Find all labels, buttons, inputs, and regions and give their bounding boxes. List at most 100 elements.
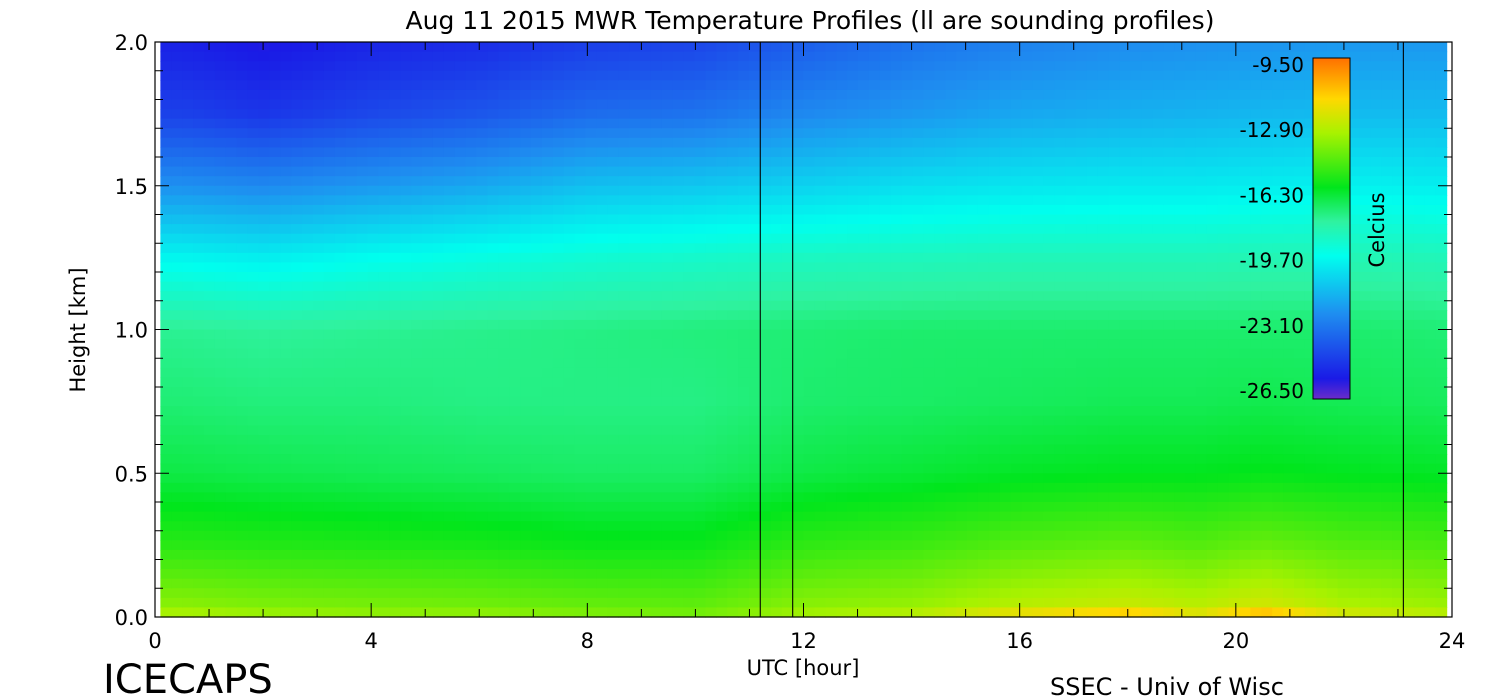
heatmap-cell [672, 569, 685, 580]
heatmap-cell [640, 406, 652, 417]
heatmap-cell [738, 415, 750, 426]
heatmap-cell [269, 358, 281, 369]
heatmap-cell [1021, 406, 1033, 417]
heatmap-cell [650, 482, 663, 494]
heatmap-cell [160, 310, 172, 321]
heatmap-cell [803, 147, 815, 158]
heatmap-cell [945, 252, 957, 264]
heatmap-cell [334, 463, 347, 474]
heatmap-cell [912, 454, 924, 465]
heatmap-cell [400, 358, 412, 369]
heatmap-cell [160, 195, 172, 206]
heatmap-cell [705, 157, 717, 168]
heatmap-cell [323, 406, 336, 417]
heatmap-cell [770, 42, 783, 53]
heatmap-cell [313, 339, 325, 350]
heatmap-cell [694, 262, 706, 273]
heatmap-cell [247, 473, 260, 484]
heatmap-cell [302, 109, 314, 120]
heatmap-cell [999, 109, 1012, 120]
heatmap-cell [988, 406, 1001, 417]
heatmap-cell [214, 109, 227, 120]
heatmap-cell [214, 425, 227, 436]
heatmap-cell [901, 588, 914, 599]
heatmap-cell [956, 214, 968, 225]
heatmap-cell [629, 559, 641, 570]
heatmap-cell [999, 291, 1012, 302]
heatmap-cell [825, 281, 837, 292]
heatmap-cell [803, 224, 815, 235]
heatmap-cell [868, 176, 881, 187]
heatmap-cell [422, 396, 434, 407]
heatmap-cell [509, 329, 521, 340]
heatmap-cell [193, 348, 205, 359]
heatmap-cell [563, 406, 576, 417]
heatmap-cell [999, 358, 1012, 369]
heatmap-cell [705, 195, 717, 206]
heatmap-cell [378, 530, 390, 541]
heatmap-cell [400, 482, 412, 494]
heatmap-cell [759, 262, 772, 273]
heatmap-cell [563, 157, 576, 168]
heatmap-cell [182, 195, 194, 206]
heatmap-cell [280, 243, 292, 254]
heatmap-cell [422, 176, 434, 187]
heatmap-cell [967, 243, 979, 254]
heatmap-cell [269, 387, 281, 398]
heatmap-cell [858, 367, 870, 379]
heatmap-cell [825, 569, 837, 580]
heatmap-cell [672, 128, 685, 139]
heatmap-cell [345, 185, 358, 196]
heatmap-cell [858, 387, 870, 398]
heatmap-cell [400, 185, 412, 196]
heatmap-cell [967, 195, 979, 206]
heatmap-cell [999, 463, 1012, 474]
heatmap-cell [302, 118, 314, 129]
heatmap-cell [759, 492, 772, 503]
heatmap-cell [836, 502, 848, 513]
heatmap-cell [694, 300, 706, 311]
heatmap-cell [541, 406, 554, 417]
heatmap-cell [1032, 204, 1044, 216]
heatmap-cell [1054, 511, 1066, 522]
heatmap-cell [225, 128, 238, 139]
heatmap-cell [988, 530, 1001, 541]
heatmap-cell [269, 348, 281, 359]
heatmap-cell [596, 310, 608, 321]
heatmap-cell [847, 540, 859, 551]
heatmap-cell [607, 588, 619, 599]
heatmap-cell [738, 473, 750, 484]
heatmap-cell [509, 530, 521, 541]
heatmap-cell [498, 387, 510, 398]
heatmap-cell [792, 166, 805, 177]
heatmap-cell [247, 61, 260, 72]
heatmap-cell [836, 607, 848, 618]
heatmap-cell [727, 166, 739, 177]
heatmap-cell [705, 137, 717, 149]
heatmap-cell [814, 147, 826, 158]
heatmap-cell [607, 300, 619, 311]
heatmap-cell [541, 329, 554, 340]
heatmap-cell [661, 530, 674, 541]
heatmap-cell [214, 310, 227, 321]
heatmap-cell [345, 272, 358, 283]
heatmap-cell [258, 109, 270, 120]
heatmap-cell [836, 406, 848, 417]
heatmap-cell [367, 597, 379, 609]
heatmap-cell [770, 80, 783, 91]
heatmap-cell [280, 348, 292, 359]
heatmap-cell [836, 597, 848, 609]
heatmap-cell [552, 530, 565, 541]
heatmap-cell [847, 463, 859, 474]
heatmap-cell [923, 511, 935, 522]
heatmap-cell [182, 224, 194, 235]
heatmap-cell [1021, 463, 1033, 474]
heatmap-cell [345, 454, 358, 465]
heatmap-cell [465, 99, 478, 110]
heatmap-cell [432, 319, 445, 331]
heatmap-cell [214, 339, 227, 350]
heatmap-cell [727, 463, 739, 474]
heatmap-cell [901, 109, 914, 120]
heatmap-cell [182, 80, 194, 91]
heatmap-cell [378, 559, 390, 570]
